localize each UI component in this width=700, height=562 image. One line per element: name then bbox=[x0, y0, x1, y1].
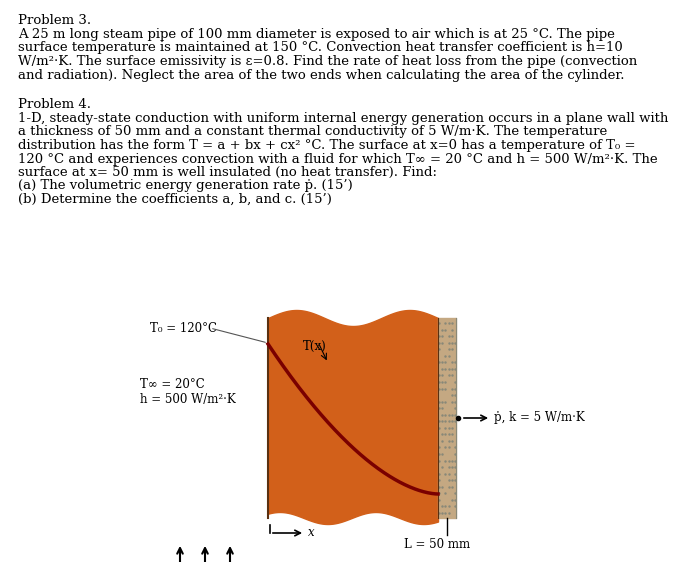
Text: L = 50 mm: L = 50 mm bbox=[404, 538, 470, 551]
Text: x: x bbox=[308, 527, 314, 540]
Text: T₀ = 120°C: T₀ = 120°C bbox=[150, 321, 217, 334]
Text: surface at x= 50 mm is well insulated (no heat transfer). Find:: surface at x= 50 mm is well insulated (n… bbox=[18, 166, 437, 179]
Text: Problem 4.: Problem 4. bbox=[18, 98, 91, 111]
Text: (a) The volumetric energy generation rate ṗ. (15’): (a) The volumetric energy generation rat… bbox=[18, 179, 353, 193]
Text: W/m²·K. The surface emissivity is ε=0.8. Find the rate of heat loss from the pip: W/m²·K. The surface emissivity is ε=0.8.… bbox=[18, 55, 637, 68]
Text: A 25 m long steam pipe of 100 mm diameter is exposed to air which is at 25 °C. T: A 25 m long steam pipe of 100 mm diamete… bbox=[18, 28, 615, 41]
Text: 120 °C and experiences convection with a fluid for which T∞ = 20 °C and h = 500 : 120 °C and experiences convection with a… bbox=[18, 152, 657, 165]
Text: h = 500 W/m²·K: h = 500 W/m²·K bbox=[140, 393, 236, 406]
Text: T(x): T(x) bbox=[303, 340, 327, 353]
Text: (b) Determine the coefficients a, b, and c. (15’): (b) Determine the coefficients a, b, and… bbox=[18, 193, 332, 206]
Text: surface temperature is maintained at 150 °C. Convection heat transfer coefficien: surface temperature is maintained at 150… bbox=[18, 42, 623, 55]
Text: and radiation). Neglect the area of the two ends when calculating the area of th: and radiation). Neglect the area of the … bbox=[18, 69, 624, 81]
Text: T∞ = 20°C: T∞ = 20°C bbox=[140, 378, 204, 391]
Text: a thickness of 50 mm and a constant thermal conductivity of 5 W/m·K. The tempera: a thickness of 50 mm and a constant ther… bbox=[18, 125, 608, 138]
Text: 1-D, steady-state conduction with uniform internal energy generation occurs in a: 1-D, steady-state conduction with unifor… bbox=[18, 112, 668, 125]
Text: ṗ, k = 5 W/m·K: ṗ, k = 5 W/m·K bbox=[494, 411, 584, 424]
Text: distribution has the form T = a + bx + cx² °C. The surface at x=0 has a temperat: distribution has the form T = a + bx + c… bbox=[18, 139, 636, 152]
Text: Problem 3.: Problem 3. bbox=[18, 14, 91, 27]
